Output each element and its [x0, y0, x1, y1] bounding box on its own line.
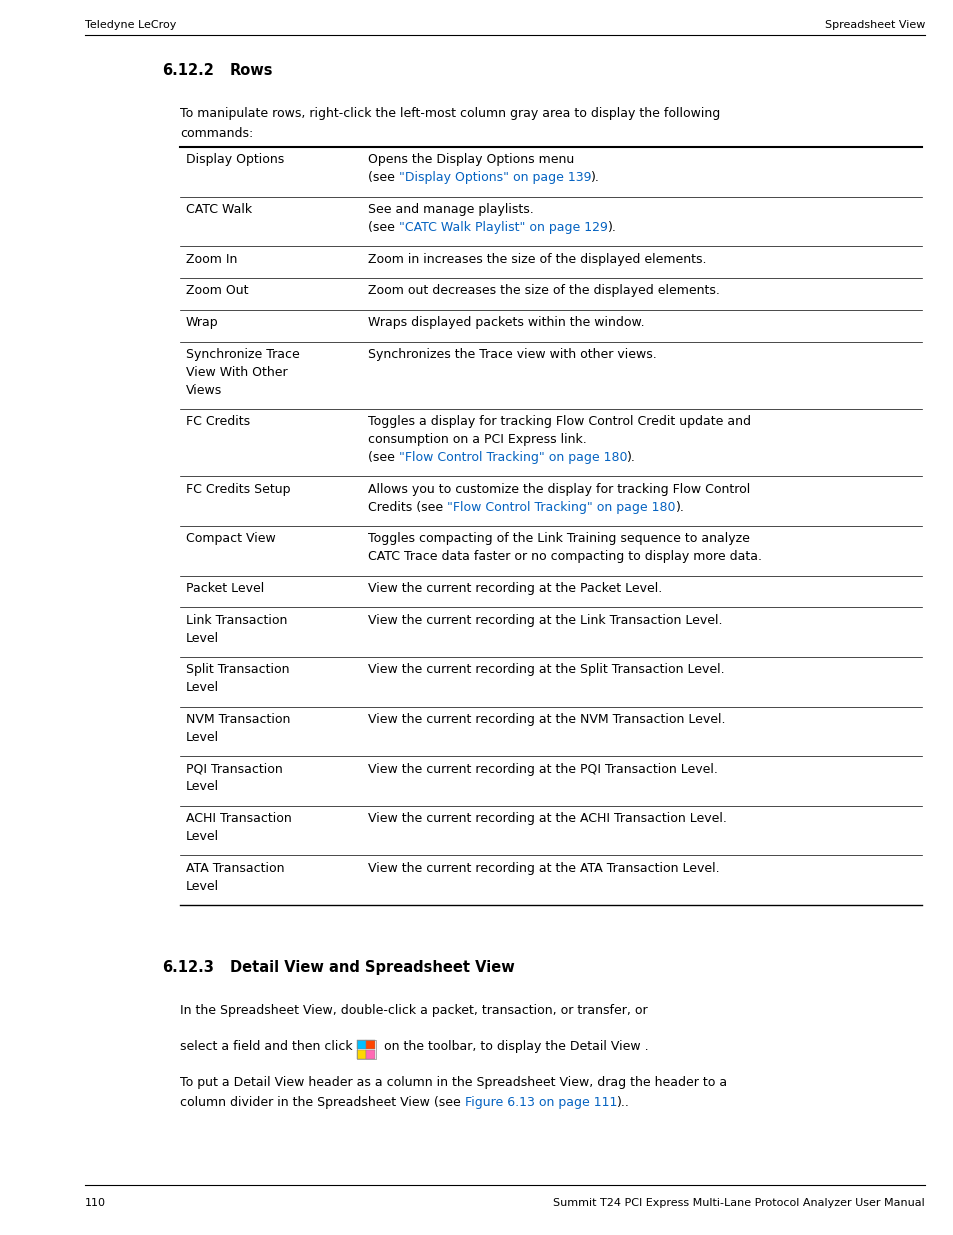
Text: Teledyne LeCroy: Teledyne LeCroy: [85, 20, 176, 30]
Text: ATA Transaction: ATA Transaction: [186, 862, 284, 874]
Bar: [356, 1040, 365, 1050]
Text: ).: ).: [607, 221, 616, 233]
Text: PQI Transaction: PQI Transaction: [186, 763, 282, 776]
Text: See and manage playlists.: See and manage playlists.: [368, 203, 533, 216]
Text: Spreadsheet View: Spreadsheet View: [823, 20, 924, 30]
Text: 6.12.2: 6.12.2: [162, 63, 213, 78]
Text: Synchronizes the Trace view with other views.: Synchronizes the Trace view with other v…: [368, 348, 656, 361]
Text: Zoom out decreases the size of the displayed elements.: Zoom out decreases the size of the displ…: [368, 284, 720, 298]
Text: Display Options: Display Options: [186, 153, 284, 167]
Text: To put a Detail View header as a column in the Spreadsheet View, drag the header: To put a Detail View header as a column …: [180, 1076, 726, 1089]
Text: Level: Level: [186, 830, 219, 844]
Text: Figure 6.13 on page 111: Figure 6.13 on page 111: [464, 1095, 617, 1109]
Text: on the toolbar, to display the Detail View .: on the toolbar, to display the Detail Vi…: [379, 1040, 648, 1053]
Text: "Flow Control Tracking" on page 180: "Flow Control Tracking" on page 180: [447, 500, 675, 514]
Text: (see: (see: [368, 221, 398, 233]
Text: Packet Level: Packet Level: [186, 582, 264, 595]
Text: Level: Level: [186, 631, 219, 645]
Text: Zoom In: Zoom In: [186, 253, 237, 266]
Text: "Display Options" on page 139: "Display Options" on page 139: [398, 172, 591, 184]
Text: Link Transaction: Link Transaction: [186, 614, 287, 627]
Text: Compact View: Compact View: [186, 532, 275, 546]
Text: View With Other: View With Other: [186, 366, 287, 379]
Text: NVM Transaction: NVM Transaction: [186, 713, 290, 726]
Text: Toggles compacting of the Link Training sequence to analyze: Toggles compacting of the Link Training …: [368, 532, 749, 546]
Text: 110: 110: [85, 1198, 106, 1208]
Text: )..: )..: [617, 1095, 629, 1109]
Text: Opens the Display Options menu: Opens the Display Options menu: [368, 153, 574, 167]
Text: consumption on a PCI Express link.: consumption on a PCI Express link.: [368, 433, 586, 446]
Text: Zoom in increases the size of the displayed elements.: Zoom in increases the size of the displa…: [368, 253, 706, 266]
Text: Wrap: Wrap: [186, 316, 218, 330]
Text: column divider in the Spreadsheet View (see: column divider in the Spreadsheet View (…: [180, 1095, 464, 1109]
Text: In the Spreadsheet View, double-click a packet, transaction, or transfer, or: In the Spreadsheet View, double-click a …: [180, 1004, 647, 1016]
Text: Detail View and Spreadsheet View: Detail View and Spreadsheet View: [230, 960, 515, 974]
Text: Level: Level: [186, 731, 219, 743]
Text: Zoom Out: Zoom Out: [186, 284, 248, 298]
Text: View the current recording at the Link Transaction Level.: View the current recording at the Link T…: [368, 614, 721, 627]
Text: View the current recording at the PQI Transaction Level.: View the current recording at the PQI Tr…: [368, 763, 717, 776]
Text: Wraps displayed packets within the window.: Wraps displayed packets within the windo…: [368, 316, 644, 330]
Text: CATC Trace data faster or no compacting to display more data.: CATC Trace data faster or no compacting …: [368, 551, 761, 563]
Text: (see: (see: [368, 451, 398, 464]
Bar: [366, 1040, 375, 1050]
Text: ).: ).: [591, 172, 599, 184]
Text: View the current recording at the ACHI Transaction Level.: View the current recording at the ACHI T…: [368, 813, 726, 825]
Text: Rows: Rows: [230, 63, 274, 78]
Text: Allows you to customize the display for tracking Flow Control: Allows you to customize the display for …: [368, 483, 749, 496]
Text: Summit T24 PCI Express Multi-Lane Protocol Analyzer User Manual: Summit T24 PCI Express Multi-Lane Protoc…: [553, 1198, 924, 1208]
Text: Synchronize Trace: Synchronize Trace: [186, 348, 299, 361]
Text: View the current recording at the ATA Transaction Level.: View the current recording at the ATA Tr…: [368, 862, 719, 874]
Text: Split Transaction: Split Transaction: [186, 663, 289, 677]
Bar: [356, 1050, 365, 1058]
Text: select a field and then click: select a field and then click: [180, 1040, 356, 1053]
Bar: [356, 1040, 375, 1058]
Text: Level: Level: [186, 781, 219, 794]
Text: Level: Level: [186, 682, 219, 694]
Text: ACHI Transaction: ACHI Transaction: [186, 813, 292, 825]
Text: 6.12.3: 6.12.3: [162, 960, 213, 974]
Text: Credits (see: Credits (see: [368, 500, 447, 514]
Text: CATC Walk: CATC Walk: [186, 203, 252, 216]
Text: FC Credits: FC Credits: [186, 415, 250, 429]
Text: Views: Views: [186, 384, 222, 396]
Text: (see: (see: [368, 172, 398, 184]
Text: "CATC Walk Playlist" on page 129: "CATC Walk Playlist" on page 129: [398, 221, 607, 233]
Text: ).: ).: [627, 451, 636, 464]
Text: Level: Level: [186, 879, 219, 893]
Text: FC Credits Setup: FC Credits Setup: [186, 483, 291, 496]
Text: View the current recording at the Split Transaction Level.: View the current recording at the Split …: [368, 663, 724, 677]
Text: commands:: commands:: [180, 127, 253, 140]
Text: "Flow Control Tracking" on page 180: "Flow Control Tracking" on page 180: [398, 451, 627, 464]
Text: View the current recording at the NVM Transaction Level.: View the current recording at the NVM Tr…: [368, 713, 724, 726]
Text: ).: ).: [675, 500, 684, 514]
Text: To manipulate rows, right-click the left-most column gray area to display the fo: To manipulate rows, right-click the left…: [180, 107, 720, 120]
Text: View the current recording at the Packet Level.: View the current recording at the Packet…: [368, 582, 661, 595]
Bar: [366, 1050, 375, 1058]
Text: Toggles a display for tracking Flow Control Credit update and: Toggles a display for tracking Flow Cont…: [368, 415, 750, 429]
